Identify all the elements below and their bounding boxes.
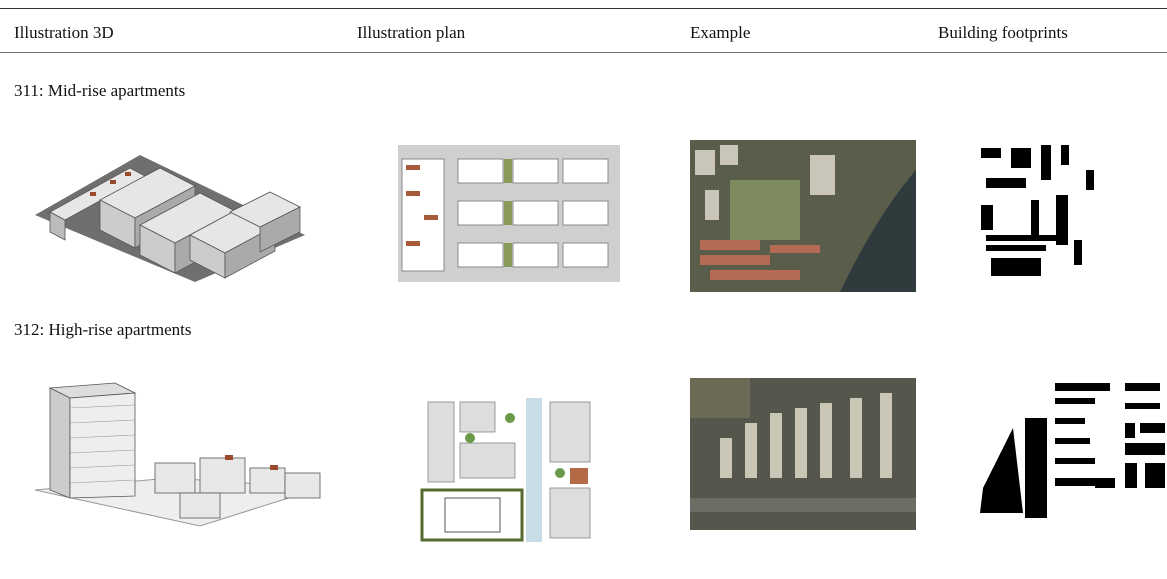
illustration-plan	[420, 398, 602, 542]
column-header: Example	[690, 23, 751, 42]
illustration-plan	[398, 145, 620, 282]
building-footprints	[975, 378, 1165, 523]
row-label: 311: Mid-rise apartments	[14, 81, 186, 100]
top-rule	[0, 8, 1167, 9]
row-label: 312: High-rise apartments	[14, 320, 192, 339]
example-photo	[690, 140, 916, 292]
example-photo	[690, 378, 916, 530]
building-footprints	[936, 140, 1165, 290]
illustration-3d	[34, 382, 321, 527]
column-header: Building footprints	[938, 23, 1068, 42]
column-header: Illustration 3D	[14, 23, 114, 42]
illustration-3d	[35, 155, 305, 282]
column-header: Illustration plan	[357, 23, 466, 42]
header-rule	[0, 52, 1167, 53]
